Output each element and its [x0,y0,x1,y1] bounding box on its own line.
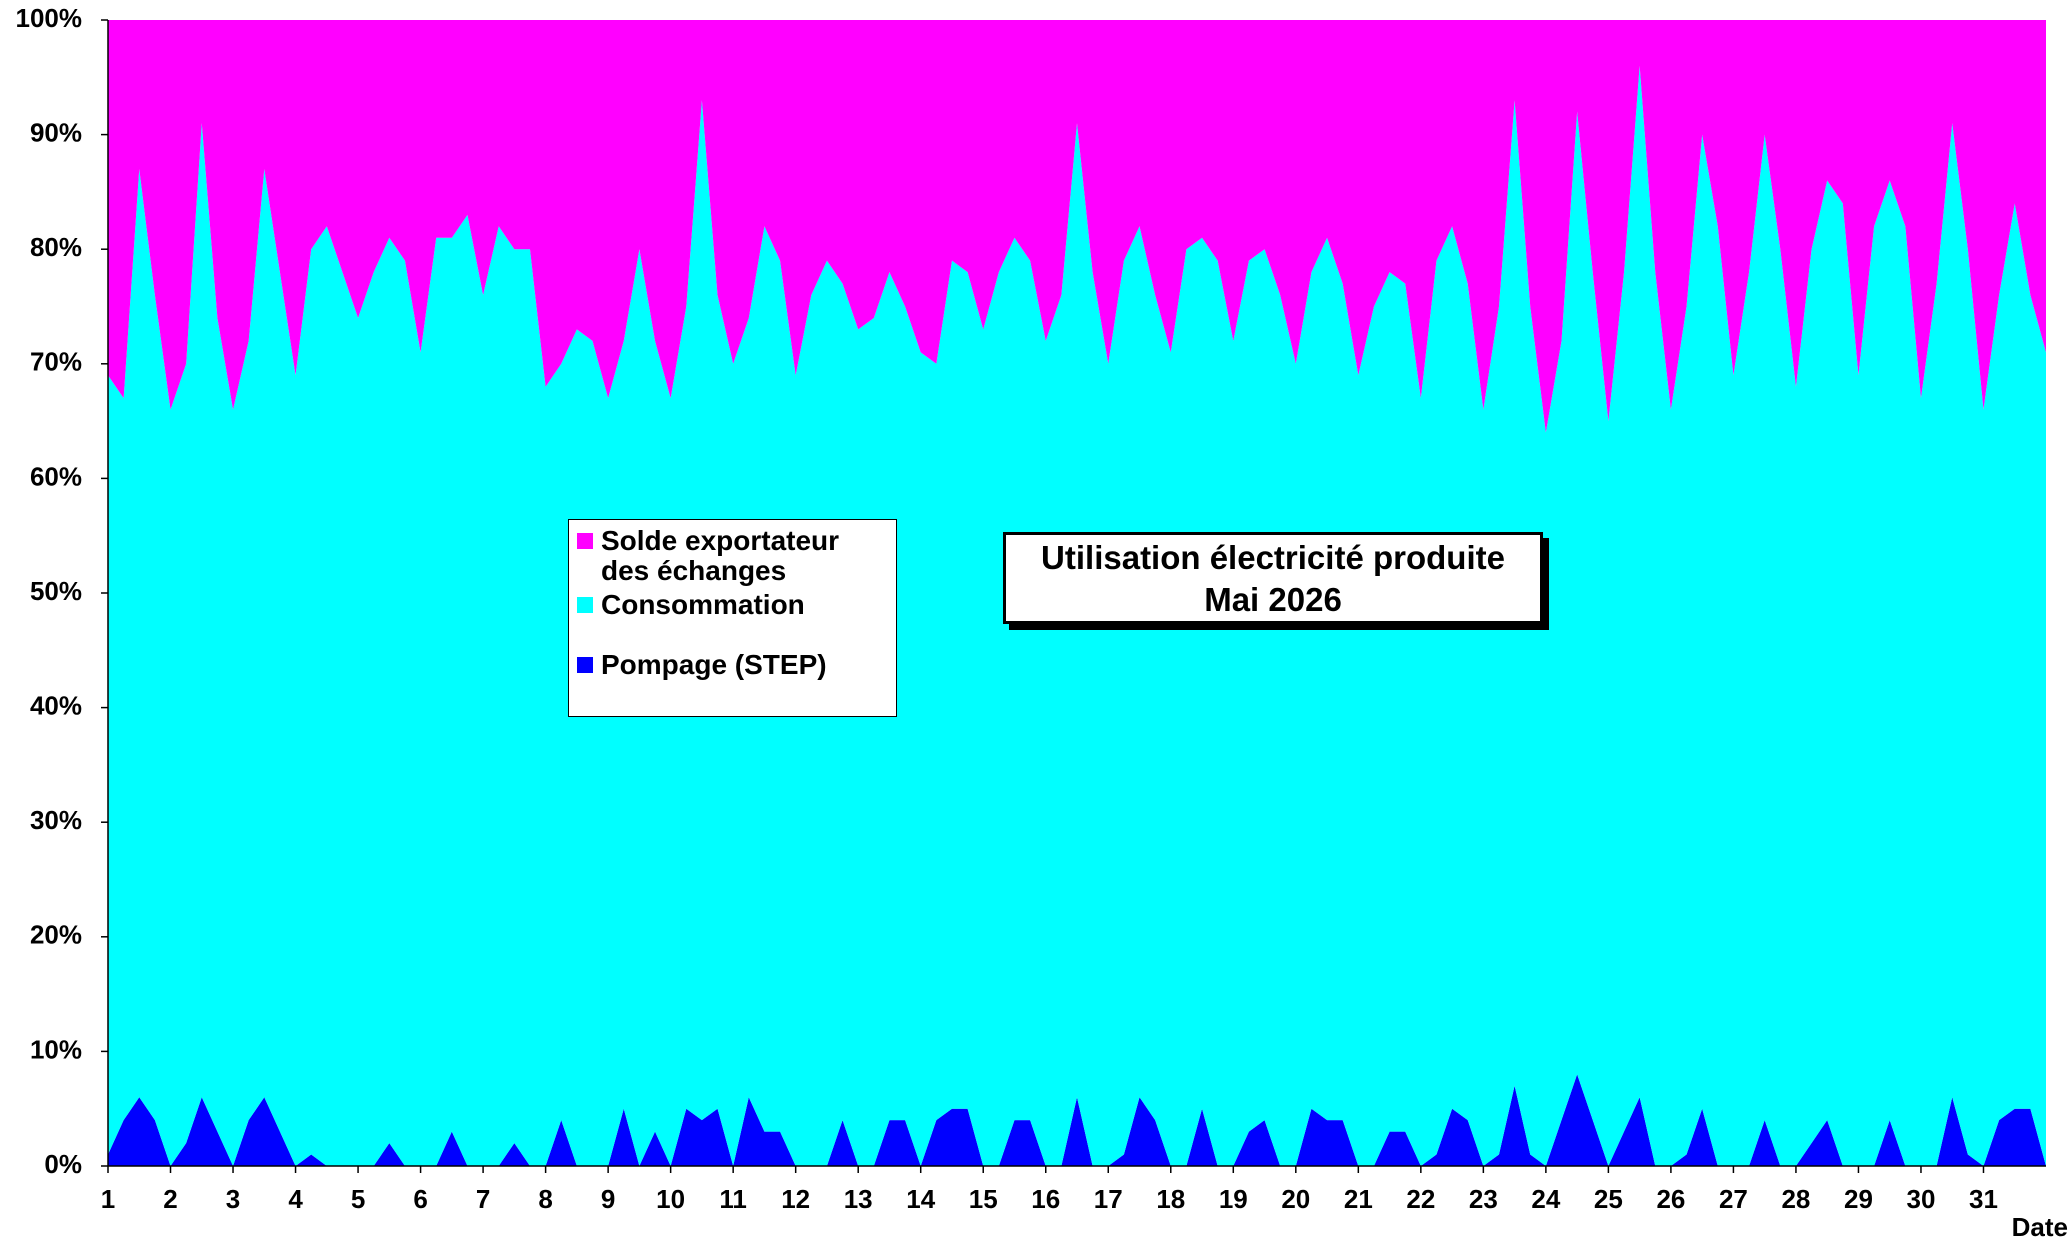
y-tick-label: 70% [30,347,82,377]
y-tick-label: 30% [30,805,82,835]
x-tick-label: 29 [1844,1184,1873,1214]
x-tick-label: 1 [101,1184,115,1214]
x-tick-label: 4 [288,1184,303,1214]
x-tick-label: 15 [969,1184,998,1214]
x-tick-label: 22 [1406,1184,1435,1214]
x-tick-label: 8 [538,1184,552,1214]
legend-item: Consommation [577,590,888,620]
y-tick-label: 20% [30,920,82,950]
y-tick-label: 80% [30,232,82,262]
legend-label: Consommation [601,589,805,620]
x-tick-label: 30 [1907,1184,1936,1214]
x-tick-label: 18 [1156,1184,1185,1214]
chart-subtitle: Mai 2026 [1204,581,1342,618]
area [108,1074,2046,1166]
y-tick-label: 100% [16,3,83,33]
x-axis-label: Date [2012,1212,2068,1242]
x-tick-label: 31 [1969,1184,1998,1214]
area [108,20,2046,433]
x-tick-label: 6 [413,1184,427,1214]
legend-label: Solde exportateur des échanges [601,525,840,586]
x-tick-label: 23 [1469,1184,1498,1214]
chart-title: Utilisation électricité produite [1041,539,1505,576]
x-tick-label: 27 [1719,1184,1748,1214]
legend-swatch [577,533,593,549]
x-tick-label: 9 [601,1184,615,1214]
x-tick-label: 28 [1781,1184,1810,1214]
x-tick-label: 7 [476,1184,490,1214]
legend-item: Solde exportateur des échanges [577,526,888,586]
legend: Solde exportateur des échanges Consommati… [568,519,897,717]
legend-item: Pompage (STEP) [577,650,888,680]
x-tick-label: 26 [1656,1184,1685,1214]
x-tick-label: 11 [719,1184,747,1214]
x-tick-label: 10 [656,1184,685,1214]
x-tick-label: 21 [1344,1184,1373,1214]
y-tick-label: 10% [30,1034,82,1064]
x-tick-label: 3 [226,1184,240,1214]
x-tick-label: 13 [844,1184,873,1214]
x-tick-label: 19 [1219,1184,1248,1214]
x-tick-label: 24 [1531,1184,1560,1214]
y-tick-label: 50% [30,576,82,606]
legend-swatch [577,657,593,673]
y-tick-label: 40% [30,690,82,720]
x-tick-label: 17 [1094,1184,1123,1214]
legend-label: Pompage (STEP) [601,649,827,680]
x-tick-label: 5 [351,1184,365,1214]
x-tick-label: 25 [1594,1184,1623,1214]
title-box: Utilisation électricité produite Mai 202… [1003,532,1543,624]
y-tick-label: 60% [30,461,82,491]
x-tick-label: 16 [1031,1184,1060,1214]
legend-swatch [577,597,593,613]
x-tick-label: 14 [906,1184,935,1214]
y-tick-label: 90% [30,117,82,147]
x-tick-label: 12 [781,1184,810,1214]
y-tick-label: 0% [44,1149,82,1179]
x-tick-label: 2 [163,1184,177,1214]
x-tick-label: 20 [1281,1184,1310,1214]
